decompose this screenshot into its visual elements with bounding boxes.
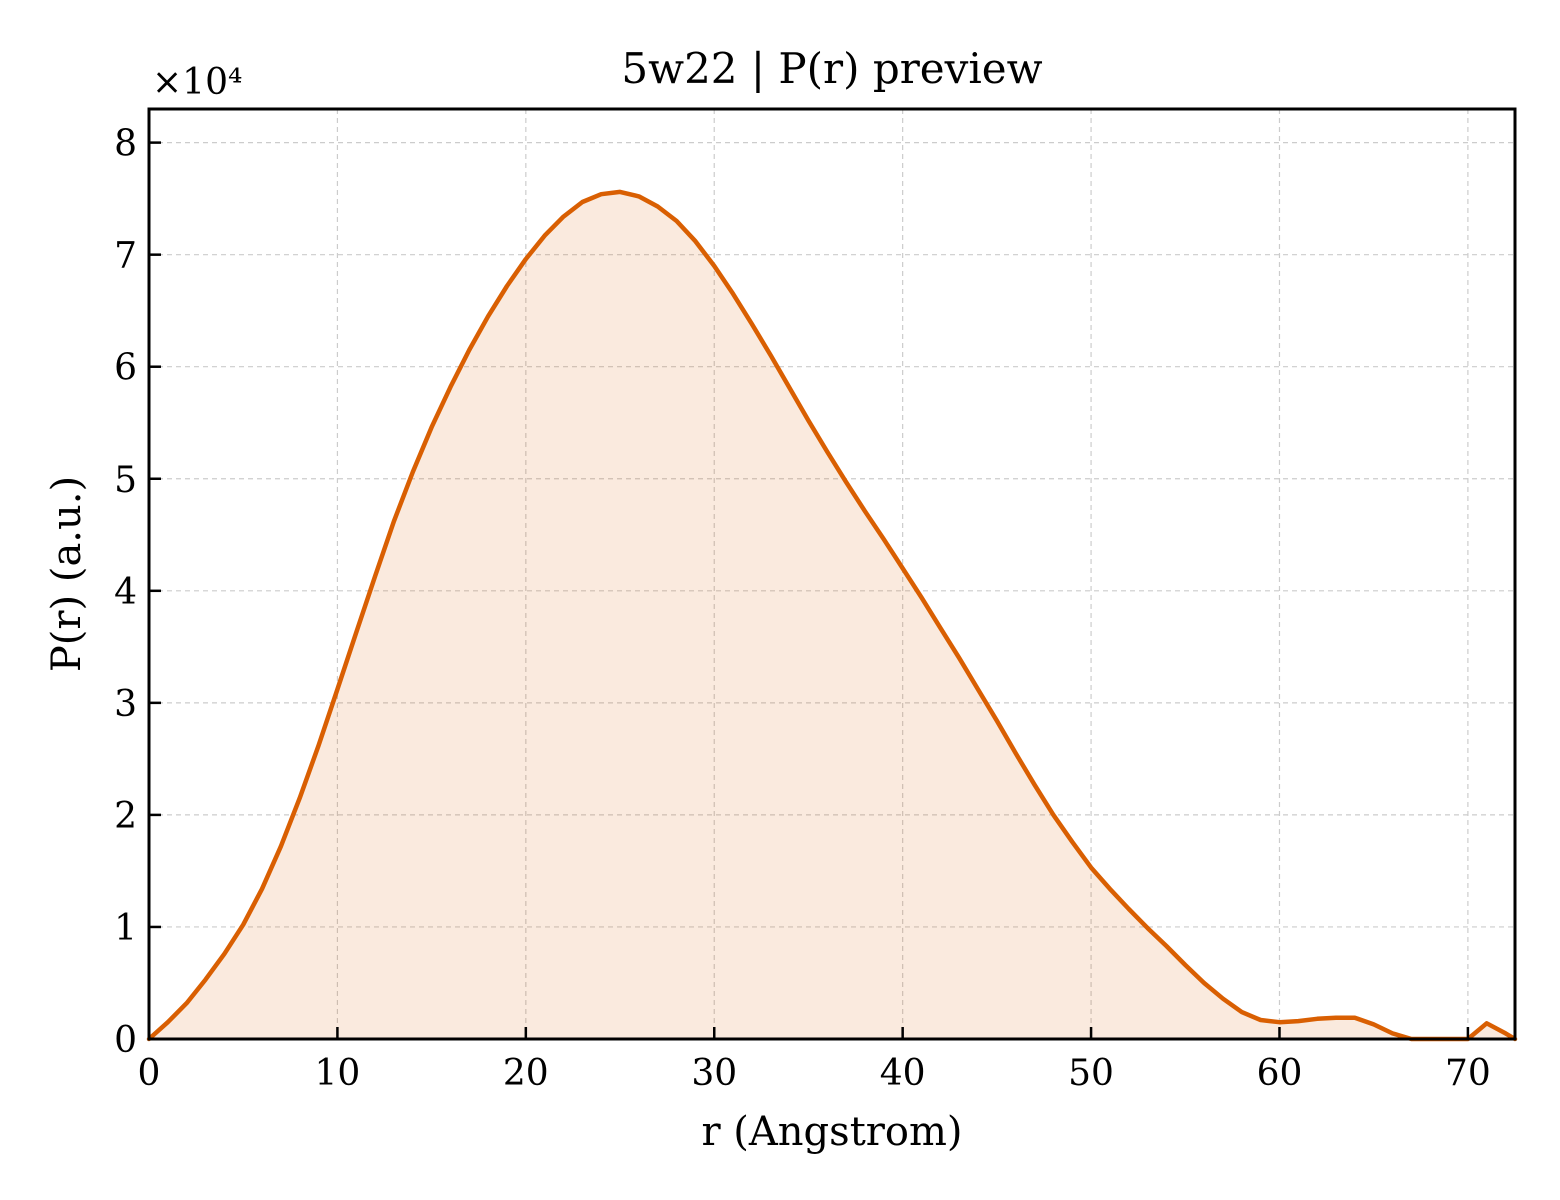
pr-area-fill <box>149 191 1515 1039</box>
x-tick-label: 20 <box>503 1053 549 1094</box>
y-tick-label: 2 <box>114 796 137 837</box>
tick-layer: 0 10 20 30 40 50 60 70 0 1 2 3 4 5 6 7 8 <box>114 124 1491 1094</box>
y-tick-label: 3 <box>114 684 137 725</box>
y-tick-label: 1 <box>114 908 137 949</box>
plot-frame <box>147 107 1517 1041</box>
y-axis-label: P(r) (a.u.) <box>44 476 90 672</box>
x-tick-label: 70 <box>1445 1053 1491 1094</box>
x-axis-label: r (Angstrom) <box>701 1109 962 1155</box>
x-tick-label: 60 <box>1257 1053 1303 1094</box>
y-tick-label: 5 <box>114 460 137 501</box>
x-tick-label: 0 <box>138 1053 161 1094</box>
y-tick-label: 7 <box>114 236 137 277</box>
x-tick-label: 30 <box>691 1053 737 1094</box>
x-tick-label: 10 <box>315 1053 361 1094</box>
x-tick-label: 50 <box>1068 1053 1114 1094</box>
y-tick-label: 8 <box>114 124 137 165</box>
y-tick-label: 0 <box>114 1020 137 1061</box>
data-layer <box>146 189 1518 1042</box>
chart-title: 5w22 | P(r) preview <box>621 44 1042 93</box>
y-tick-label: 4 <box>114 572 137 613</box>
x-tick-label: 40 <box>880 1053 926 1094</box>
y-tick-label: 6 <box>114 348 137 389</box>
y-multiplier-label: ×10⁴ <box>152 62 242 103</box>
pr-series-line <box>146 189 1518 1042</box>
